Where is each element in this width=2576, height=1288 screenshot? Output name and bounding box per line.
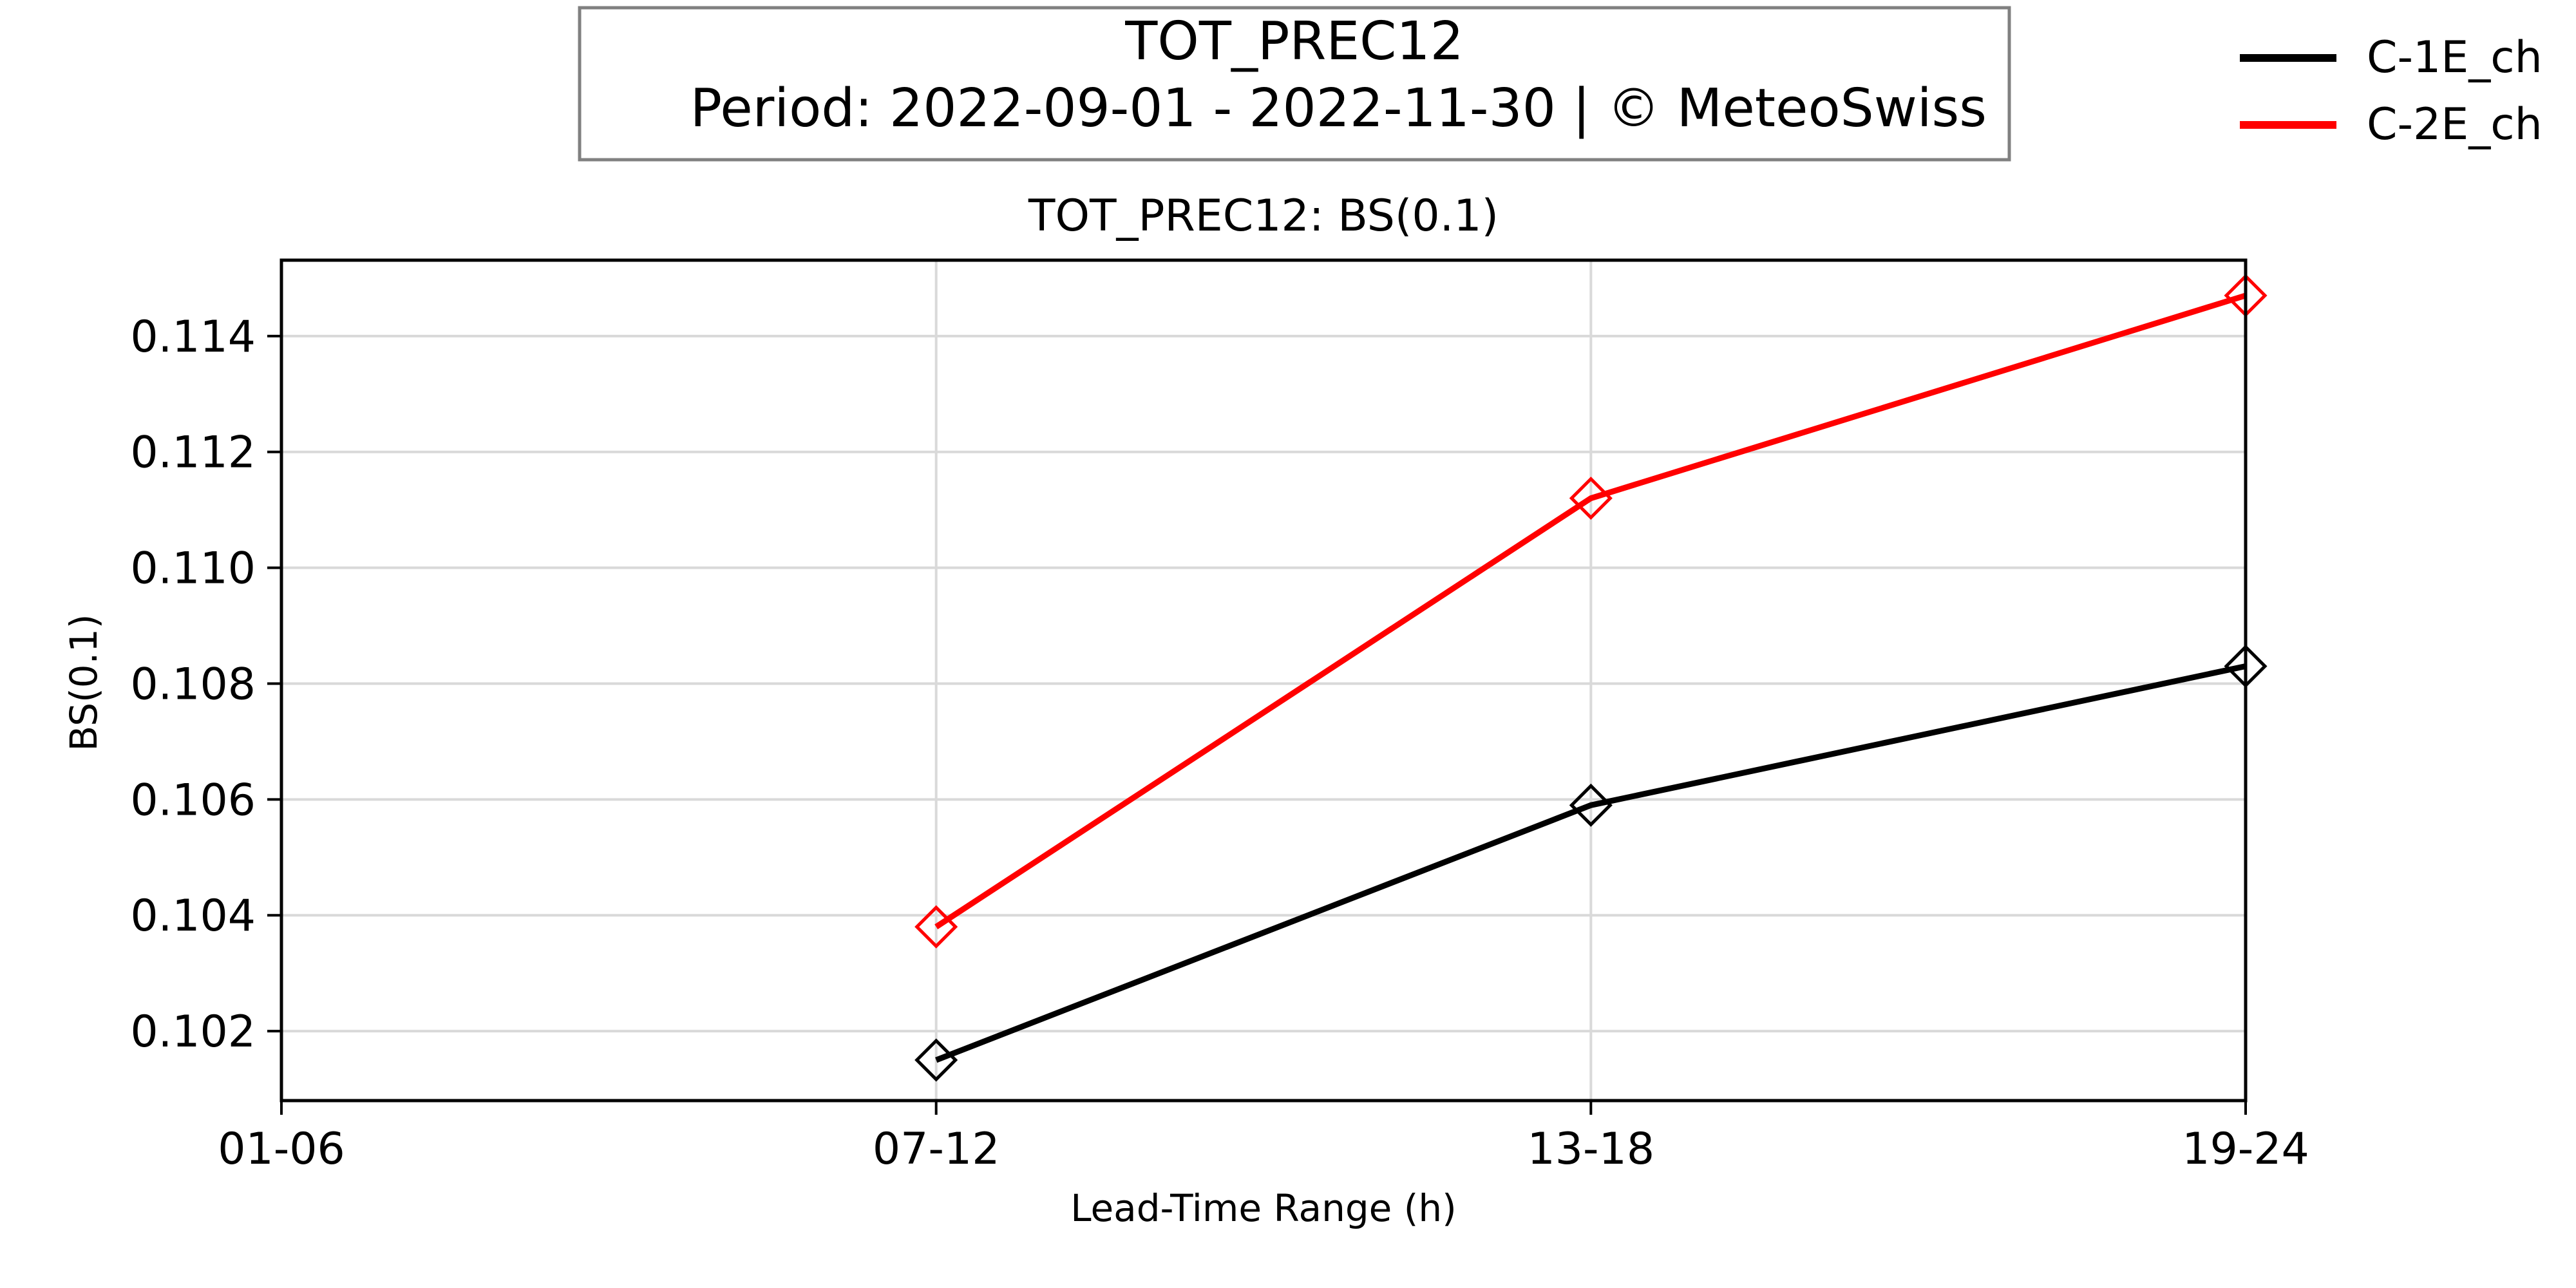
series-line-c-2e_ch — [934, 292, 2247, 929]
y-tick-label: 0.104 — [130, 891, 256, 942]
x-tick-label: 19-24 — [2182, 1124, 2309, 1175]
y-tick-label: 0.106 — [130, 775, 256, 826]
series-line-c-1e_ch — [935, 663, 2246, 1063]
legend-label-c1e: C-1E_ch — [2367, 32, 2543, 83]
legend-label-c2e: C-2E_ch — [2367, 99, 2543, 150]
y-tick-label: 0.102 — [130, 1007, 256, 1057]
legend: C-1E_ch C-2E_ch — [2240, 32, 2543, 150]
y-axis-label: BS(0.1) — [62, 614, 106, 751]
header-box-border — [578, 6, 2011, 162]
header-subtitle: Period: 2022-09-01 - 2022-11-30 | © Mete… — [690, 78, 1987, 139]
x-tick-label: 07-12 — [873, 1124, 1000, 1175]
data-point-c-1e_ch — [1569, 783, 1613, 827]
x-axis: 01-06 07-12 13-18 19-24 — [218, 1101, 2309, 1175]
plot-frame — [279, 258, 2248, 1103]
header-box: TOT_PREC12 Period: 2022-09-01 - 2022-11-… — [578, 6, 2011, 162]
data-point-c-2e_ch — [1569, 477, 1613, 520]
x-tick-label: 01-06 — [218, 1124, 345, 1175]
data-point-c-2e_ch — [914, 905, 958, 949]
data-point-c-1e_ch — [914, 1038, 958, 1082]
header-title: TOT_PREC12 — [1124, 11, 1464, 72]
x-axis-label: Lead-Time Range (h) — [1070, 1186, 1457, 1230]
y-tick-label: 0.114 — [130, 312, 256, 363]
y-axis: 0.102 0.104 0.106 0.108 0.110 0.112 0.114 — [130, 312, 281, 1057]
series-layer — [914, 274, 2268, 1082]
y-tick-label: 0.112 — [130, 428, 256, 478]
x-tick-label: 13-18 — [1528, 1124, 1655, 1175]
plot-title: TOT_PREC12: BS(0.1) — [1028, 191, 1499, 242]
y-tick-label: 0.110 — [130, 544, 256, 594]
y-tick-label: 0.108 — [130, 659, 256, 710]
